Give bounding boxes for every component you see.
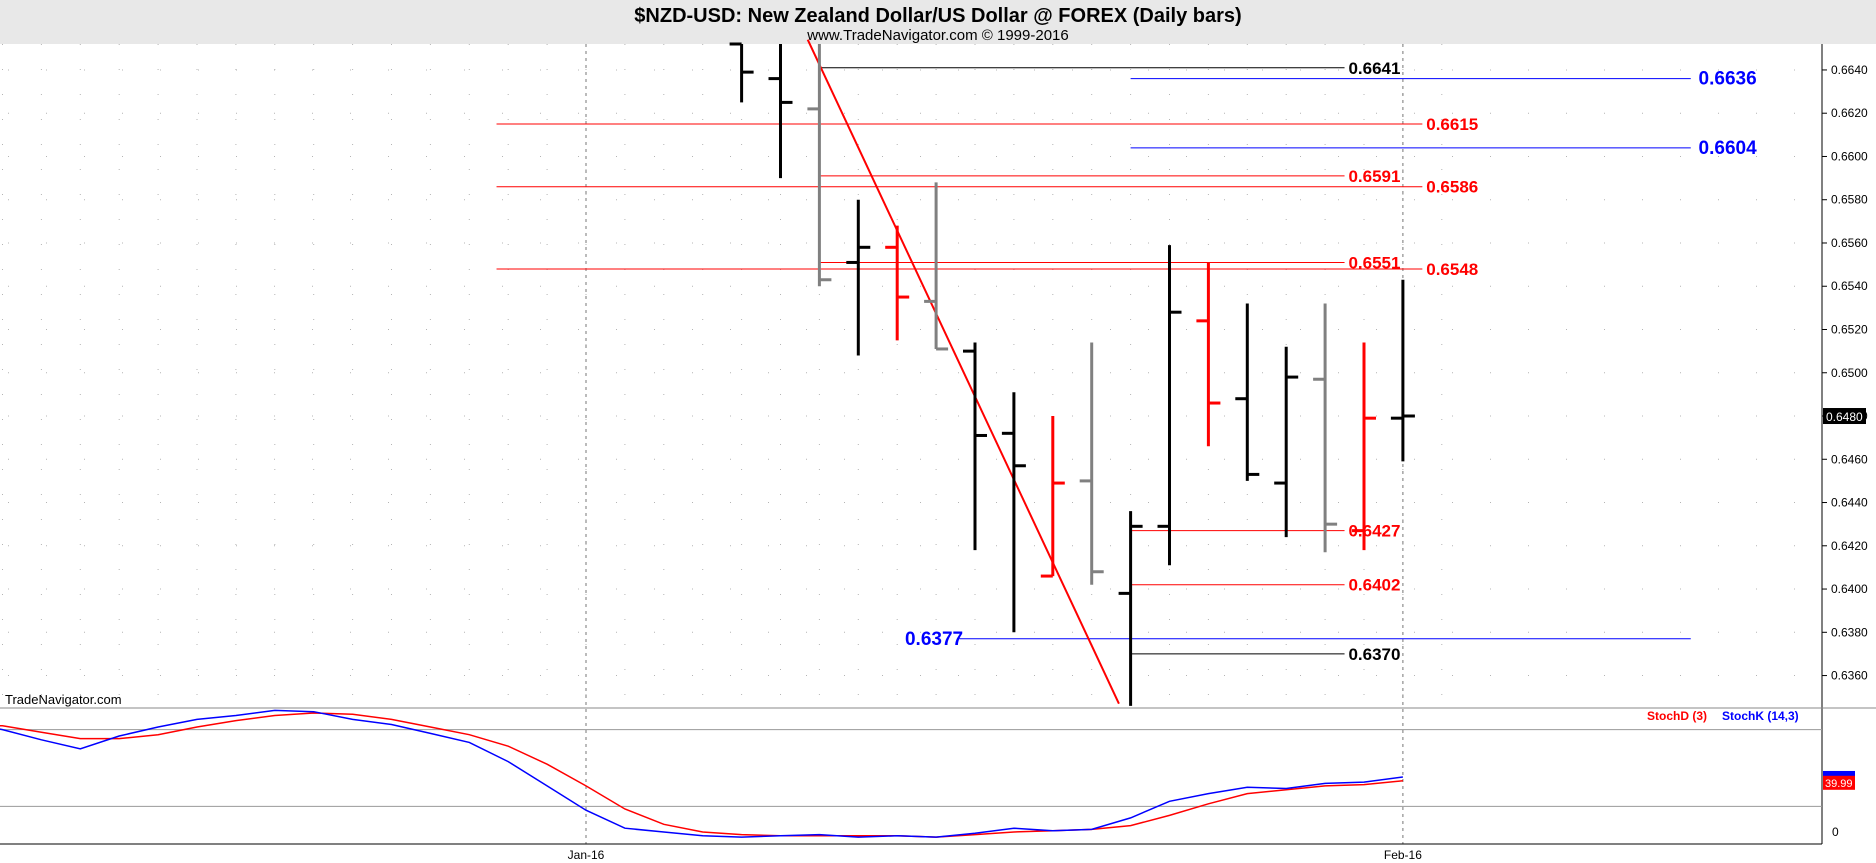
price-level-label: 0.6641 [1348,59,1400,78]
price-tick-label: 0.6460 [1831,452,1868,466]
ohlc-bar [1274,346,1299,538]
ohlc-bar [1079,342,1104,585]
price-tick-label: 0.6580 [1831,193,1868,207]
price-level-label: 0.6370 [1348,645,1400,664]
price-tick-label: 0.6520 [1831,322,1868,336]
price-level-label: 0.6636 [1699,69,1757,90]
stoch-k-badge [1823,770,1855,780]
price-tick-label: 0.6380 [1831,625,1868,639]
price-level-label: 0.6591 [1348,167,1400,186]
price-tick-label: 0.6600 [1831,149,1868,163]
ohlc-bar [1040,416,1065,578]
stoch-d-line [0,712,1403,838]
ohlc-bar [1118,511,1143,706]
price-level-label: 0.6402 [1348,576,1400,595]
stoch-tick-label: 0 [1832,825,1839,839]
ohlc-bar [1352,342,1376,551]
watermark: TradeNavigator.com [5,692,122,707]
ohlc-bar [1196,262,1221,447]
price-level-label: 0.6427 [1348,522,1400,541]
price-tick-label: 0.6440 [1831,496,1868,510]
ohlc-bar [1235,303,1260,481]
price-tick-label: 0.6540 [1831,279,1868,293]
ohlc-bar [885,225,910,341]
header-band [0,0,1876,44]
last-price-box [1823,408,1866,425]
price-tick-label: 0.6400 [1831,582,1868,596]
x-tick-label: Jan-16 [568,848,605,862]
trendline [806,39,1120,705]
price-level-label: 0.6604 [1699,138,1758,159]
price-tick-label: 0.6500 [1831,366,1868,380]
ohlc-bar [807,44,832,287]
price-tick-label: 0.6360 [1831,669,1868,683]
x-tick-label: Feb-16 [1384,848,1422,862]
price-level-label: 0.6615 [1426,115,1478,134]
price-tick-label: 0.6560 [1831,236,1868,250]
price-level-label: 0.6551 [1348,253,1400,272]
ohlc-bar [1313,303,1338,553]
ohlc-bar [1001,392,1026,633]
stoch-legend-d: StochD (3) [1647,709,1707,723]
ohlc-bar [1390,279,1415,462]
ohlc-bar [846,199,871,356]
ohlc-bar [924,182,949,351]
ohlc-bar [1157,245,1182,566]
stoch-d-badge [1823,775,1855,790]
last-price-label: 0.6480 [1826,410,1863,424]
ohlc-bar [963,342,987,551]
chart-subtitle: www.TradeNavigator.com © 1999-2016 [806,27,1068,44]
price-level-label: 0.6377 [905,629,963,650]
price-tick-label: 0.6640 [1831,63,1868,77]
ohlc-bar [768,44,793,179]
stoch-legend-k: StochK (14,3) [1722,709,1799,723]
stoch-k-line [0,709,1403,838]
stoch-last-value: 39.99 [1825,778,1853,790]
ohlc-bar [729,42,754,103]
price-level-label: 0.6548 [1426,260,1478,279]
chart-title: $NZD-USD: New Zealand Dollar/US Dollar @… [634,5,1241,27]
price-level-label: 0.6586 [1426,178,1478,197]
price-tick-label: 0.6420 [1831,539,1868,553]
price-tick-label: 0.6620 [1831,106,1868,120]
